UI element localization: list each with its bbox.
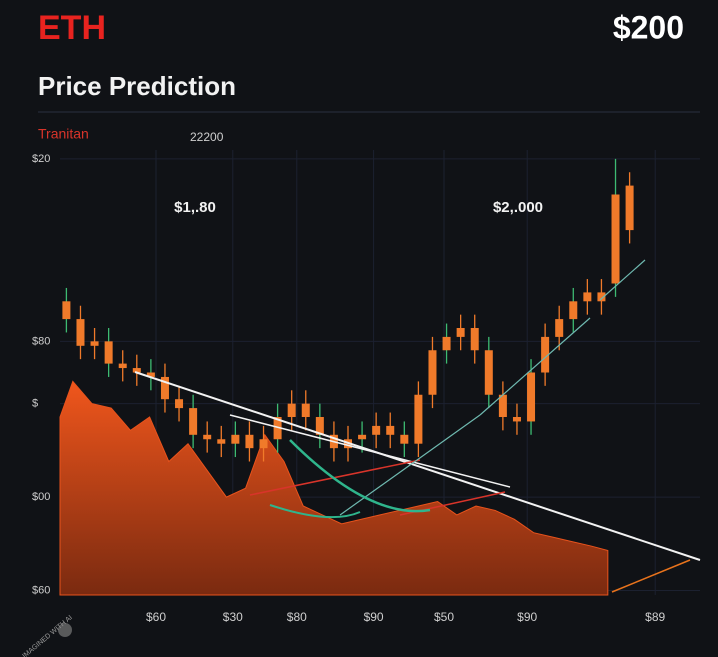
trend-line	[479, 317, 591, 416]
annotation: $2,.000	[493, 199, 543, 216]
candle-body	[118, 363, 127, 369]
candle-body	[104, 341, 113, 364]
chart-subtitle: Price Prediction	[38, 71, 236, 101]
candle-body	[245, 434, 254, 449]
plot-area: $60 $00 $ $80 $20 $60 $30 $80 $90 $50 $90 $89	[32, 150, 700, 624]
candle-body	[175, 399, 184, 409]
watermark-icon	[58, 623, 72, 637]
trend-line	[599, 259, 646, 301]
candle-body	[625, 185, 634, 231]
trend-lines	[134, 259, 701, 593]
y-tick-label: $80	[32, 335, 50, 347]
candle-body	[76, 319, 85, 346]
y-tick-label: $20	[32, 153, 50, 165]
trend-line	[134, 371, 701, 561]
legend-label: Tranitan	[38, 126, 89, 142]
x-tick-label: $89	[645, 610, 665, 624]
y-tick-label: $	[32, 398, 38, 410]
candle-body	[583, 292, 592, 302]
candle-body	[611, 194, 620, 284]
candle-body	[146, 372, 155, 377]
y-tick-label: $00	[32, 491, 50, 503]
trend-curve	[269, 504, 361, 519]
candle-body	[273, 417, 282, 440]
trend-line	[229, 414, 511, 488]
candle-body	[231, 434, 240, 444]
legend-value: 22200	[190, 130, 224, 144]
area	[59, 380, 609, 596]
y-tick-label: $60	[32, 584, 50, 596]
candle-body	[555, 319, 564, 337]
x-tick-label: $50	[434, 610, 454, 624]
trend-curve	[289, 439, 431, 513]
candle-body	[160, 376, 169, 400]
candle-body	[259, 439, 268, 449]
candle-body	[189, 408, 198, 435]
candle-body	[597, 292, 606, 302]
candle-body	[372, 425, 381, 435]
candle-body	[470, 328, 479, 351]
headline-price: $200	[613, 9, 684, 45]
candle-body	[527, 372, 536, 422]
trend-line	[611, 559, 691, 593]
candle-body	[217, 439, 226, 444]
candle-body	[541, 336, 550, 373]
candle-body	[386, 425, 395, 435]
candle-body	[132, 368, 141, 373]
x-tick-label: $90	[364, 610, 384, 624]
candle-body	[315, 417, 324, 435]
x-tick-label: $60	[146, 610, 166, 624]
candle-body	[62, 301, 71, 320]
candle-body	[203, 434, 212, 440]
chart-title: ETH	[38, 9, 106, 47]
trend-line	[339, 414, 481, 516]
candle-body	[569, 301, 578, 320]
candle-body	[301, 403, 310, 417]
candle-body	[287, 403, 296, 417]
candle-body	[484, 350, 493, 395]
candle-body	[498, 394, 507, 417]
annotation: $1,.80	[174, 199, 216, 216]
x-tick-label: $90	[517, 610, 537, 624]
candle-body	[428, 350, 437, 395]
candle-body	[358, 434, 367, 440]
x-tick-label: $30	[223, 610, 243, 624]
candle-body	[442, 336, 451, 351]
candle-body	[456, 328, 465, 337]
candle-body	[90, 341, 99, 346]
candle-body	[512, 417, 521, 422]
x-tick-label: $80	[287, 610, 307, 624]
candle-body	[414, 394, 423, 444]
candle-body	[400, 434, 409, 444]
